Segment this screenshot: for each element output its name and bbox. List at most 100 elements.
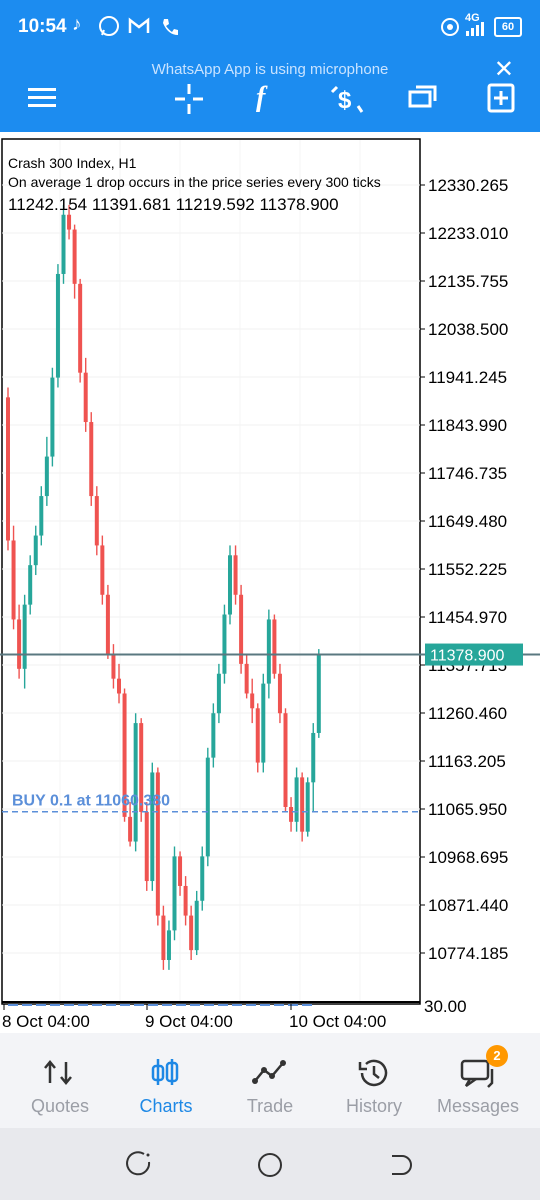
candle-body [55,273,60,378]
hotspot-icon [441,18,459,36]
candle-body [17,619,22,669]
messages-icon [460,1059,494,1088]
nav-history-label: History [345,1096,402,1116]
time-label: 9 Oct 04:00 [145,1012,233,1031]
candle-body [105,594,110,655]
bottom-axis-label: 30.00 [424,997,467,1016]
close-icon[interactable]: ✕ [493,56,514,83]
svg-text:$: $ [338,87,352,114]
current-price-value: 11378.900 [430,648,505,665]
chart-description: On average 1 drop occurs in the price se… [8,174,381,190]
candle-body [205,757,210,857]
price-chart[interactable]: BUY 0.1 at 11060.380 12330.265 12233.010 1… [0,138,540,1033]
price-label: 11065.950 [428,800,507,819]
network-type: 4G [465,12,480,24]
candle-body [283,713,288,808]
candle-body [155,772,160,916]
candle-body [122,693,127,817]
trade-icon [252,1060,286,1084]
menu-icon[interactable] [28,86,58,126]
nav-trade[interactable]: Trade [216,1033,324,1128]
price-label: 12135.755 [428,272,508,291]
candle-body [94,496,99,546]
candle-body [144,811,149,882]
crosshair-icon[interactable] [173,84,205,124]
signal-icon [466,22,484,36]
candle-body [67,214,72,230]
price-label: 11260.460 [428,704,507,723]
candle-body [117,678,121,694]
candle-body [228,555,232,615]
windows-icon[interactable] [408,84,438,124]
chart-symbol: Crash 300 Index, H1 [8,155,137,171]
nav-messages-label: Messages [436,1096,520,1116]
candle-body [272,619,277,674]
candle-body [44,456,49,497]
price-label: 11649.480 [428,512,507,531]
candle-body [200,856,205,901]
chart-ohlc: 11242.154 11391.681 11219.592 11378.900 [8,195,339,214]
status-time: 10:54 [18,16,67,37]
candle-body [139,723,144,812]
candle-body [178,856,183,886]
current-price-tag [425,643,523,666]
price-label: 10774.185 [428,944,508,963]
price-label: 12233.010 [428,224,508,243]
candle-body [189,915,194,951]
tiktok-icon: ♪ [72,14,82,35]
candle-body [78,283,83,373]
candle-body [289,807,294,822]
candle-body [61,214,66,274]
nav-charts[interactable]: Charts [112,1033,220,1128]
candle-body [39,496,44,536]
candle-body [83,372,88,423]
candle-body [6,397,10,541]
price-label: 12038.500 [428,320,508,339]
history-icon [358,1059,388,1087]
candle-body [183,885,188,916]
candle-body [133,723,138,842]
nav-quotes-label: Quotes [30,1096,90,1116]
candle-body [255,708,260,763]
candle-body [33,535,38,566]
candle-body [89,422,94,497]
price-label: 11454.970 [428,608,507,627]
back-icon[interactable] [386,1150,416,1180]
candle-body [316,654,321,733]
candle-body [239,594,244,664]
home-icon[interactable] [255,1150,285,1180]
nav-messages[interactable]: 2 Messages [424,1033,532,1128]
candles-group [6,204,321,970]
chart-canvas[interactable]: BUY 0.1 at 11060.380 12330.265 12233.010 1… [0,138,540,1033]
add-chart-icon[interactable] [486,80,516,120]
candle-body [172,856,177,931]
nav-history[interactable]: History [320,1033,428,1128]
candle-body [100,545,105,595]
candle-body [305,782,310,832]
candle-body [233,555,238,595]
price-label: 10871.440 [428,896,508,915]
chart-grid [2,140,420,1002]
candle-body [277,673,282,714]
candle-body [216,673,221,714]
price-label: 12330.265 [428,176,508,195]
nav-quotes[interactable]: Quotes [6,1033,114,1128]
new-order-icon[interactable]: $ [328,84,364,124]
price-label: 11552.225 [428,560,507,579]
indicators-icon[interactable]: f [256,82,266,113]
candle-body [311,732,316,783]
candle-body [161,915,166,961]
buy-order-label[interactable]: BUY 0.1 at 11060.380 [12,793,170,810]
candle-body [166,930,171,961]
price-label: 11843.990 [428,416,507,435]
mic-notice-text: WhatsApp App is using microphone [151,61,389,78]
candle-body [294,777,299,822]
battery-icon: 60 [494,17,522,37]
price-label: 11746.735 [428,464,507,483]
candle-body [222,614,227,674]
charts-icon [151,1059,179,1085]
candle-body [150,772,155,882]
candle-body [72,229,77,284]
recents-icon[interactable] [124,1150,154,1180]
candle-body [300,777,305,832]
